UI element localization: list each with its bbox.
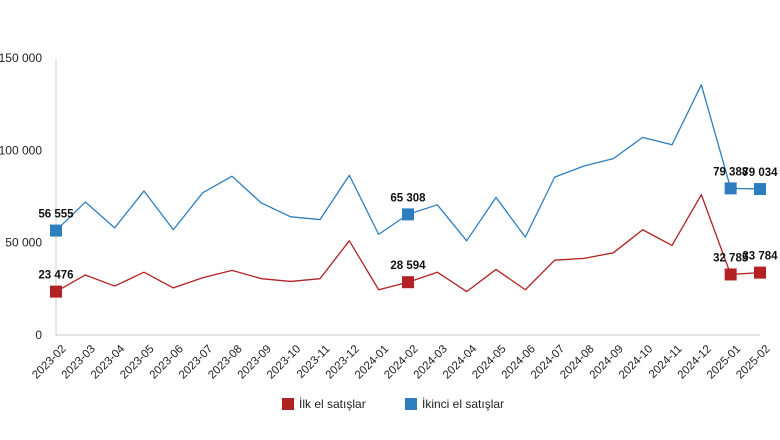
data-label: 32 785 (713, 252, 749, 264)
series-0-marker (402, 276, 414, 289)
series-1-marker (724, 182, 737, 195)
x-axis: 2023-022023-032023-042023-052023-062023-… (30, 334, 773, 381)
data-label: 23 476 (38, 270, 73, 282)
legend-swatch-0 (282, 398, 294, 410)
data-label: 79 388 (713, 166, 749, 178)
y-tick-label: 50 000 (5, 236, 42, 250)
y-tick-label: 100 000 (0, 143, 42, 157)
series-1-marker (50, 224, 62, 237)
y-axis: 0 50 000 100 000 150 000 (0, 51, 57, 342)
series-0-marker (754, 266, 766, 279)
series-0-marker (724, 268, 737, 281)
series-0-marker (50, 285, 62, 298)
legend-swatch-1 (405, 398, 417, 410)
data-label: 65 308 (390, 192, 426, 204)
data-label: 79 034 (742, 167, 778, 179)
legend-label-0: İlk el satışlar (299, 397, 366, 411)
data-label: 33 784 (742, 251, 778, 263)
y-tick-label: 0 (35, 328, 42, 342)
series-1-marker (402, 208, 414, 221)
data-label: 56 555 (38, 209, 74, 221)
markers-layer (50, 182, 766, 298)
series-1-marker (754, 183, 766, 196)
y-tick-label: 150 000 (0, 51, 42, 65)
legend-label-1: İkinci el satışlar (422, 397, 504, 411)
data-label: 28 594 (390, 260, 426, 272)
legend: İlk el satışlar İkinci el satışlar (282, 397, 504, 411)
